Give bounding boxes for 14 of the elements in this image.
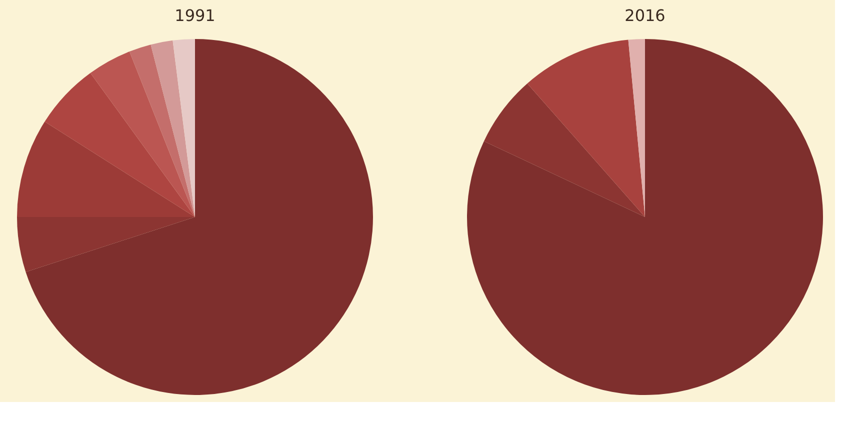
pie-slice xyxy=(628,39,645,217)
pie-slice xyxy=(17,217,195,272)
pie-slice xyxy=(484,83,645,217)
pie-slice xyxy=(172,39,195,217)
pie-slice xyxy=(90,52,195,217)
chart-title: 2016 xyxy=(624,6,666,25)
pie-slice xyxy=(150,40,195,217)
pie-slice xyxy=(527,40,645,217)
pie-slice xyxy=(44,72,195,217)
pie-slice xyxy=(129,44,195,217)
pie-slice xyxy=(17,122,195,217)
chart-title: 1991 xyxy=(174,6,216,25)
pie-slice xyxy=(467,39,823,395)
pie-slice xyxy=(26,39,373,395)
